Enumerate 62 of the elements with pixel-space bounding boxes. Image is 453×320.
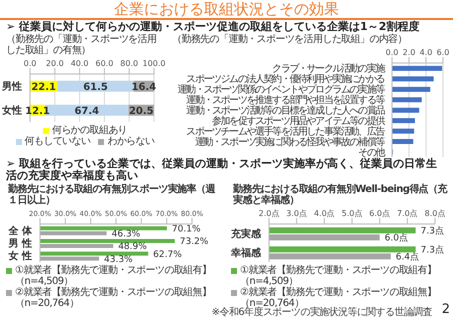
data-label: 7.3点 [420,244,444,256]
x-tick-label: 7.0点 [396,209,418,218]
x-tick-label: 0.0 [386,48,398,57]
data-label: 62.7% [153,250,182,260]
x-tick-label: 5.0点 [342,209,362,218]
x-tick-label: 6.0点 [369,209,390,218]
legend-label: ②就業者【勤務先で運動・スポーツの取組無】（n=20,764） [15,287,212,309]
x-tick-label: 3.0点 [286,209,308,218]
y-tick-label: 充実感 [230,228,262,240]
text: ➢ 従業員に対して何らかの運動・スポーツ促進の取組をしている企業は1～2割程度 [6,20,420,33]
data-label: 48.9% [118,242,148,252]
legend-label: 何らかの取組あり [52,125,128,136]
text: 企業における取組状況とその効果 [0,0,453,20]
y-tick-label: 運動・スポーツ活動等の目標を達成した人への賞品 [186,104,386,116]
text: （勤務先の「運動・スポーツを活用した取組」の内容） [171,34,408,47]
x-tick-label: 2.0点 [258,209,280,218]
y-tick-label: スポーツチームや選手等を活用した事業活動、広告 [186,125,386,138]
y-tick-label: 参加を促すスポーツ用品やアイテム等の提供 [212,114,386,127]
chart-title: 勤務先における取組の有無別スポーツ実施率（週１日以上） [7,184,216,208]
y-tick-label: 女 性 [8,250,32,262]
legend-label: わからない [107,136,154,147]
y-tick-label: その他 [358,146,386,158]
y-tick-label: スポーツジムの法人契約・優待利用や実施にかかる [186,73,384,86]
data-label: 73.2% [180,237,209,248]
x-tick-label: 2.0 [402,48,416,57]
y-tick-label: 女性 [1,104,22,116]
text: ※令和6年度スポーツの実施状況等に関する世論調査 [210,307,432,319]
x-tick-label: 0.0 [24,59,36,68]
data-label: 22.1 [31,82,56,93]
annotation: ➢ 取組を行っている企業では、従業員の運動・スポーツ実施率が高く、従業員の日常生活の充実度や幸福度も高い [6,157,438,182]
data-label: 7.3点 [420,226,444,237]
y-tick-label: 運動・スポーツ実施に関わる怪我や事故の補償等 [194,136,386,148]
x-tick-label: 20.0 [46,59,64,68]
x-tick-label: 100.0 [142,59,166,68]
x-tick-label: 40.0 [70,59,89,68]
data-label: 20.5 [128,106,154,117]
y-tick-label: 幸福感 [230,247,262,259]
y-tick-label: 運動・スポーツ関係のイベントやプログラムの実施等 [178,84,386,96]
chart-title: （勤務先の「運動・スポーツを活用した取組」の有無） [5,34,158,58]
data-label: 43.3% [104,254,134,265]
data-label: 61.5 [83,82,108,93]
y-tick-label: 全 体 [8,224,33,237]
x-tick-label: 4.0点 [314,209,335,218]
legend-label: ①就業者【勤務先で運動・スポーツの取組有】（n=4,509） [15,265,212,287]
x-tick-label: 4.0 [420,48,432,57]
x-tick-label: 60.0 [95,59,114,68]
legend-label: 何もしていない [24,136,90,147]
x-tick-label: 6.0 [436,48,450,57]
y-tick-label: クラブ・サークル活動の実施 [272,62,386,75]
data-label: 6.0点 [384,232,408,244]
data-label: 46.3% [112,229,141,240]
y-tick-label: 運動・スポーツを推進する部門や担当を設置する等 [186,94,386,106]
data-label: 6.4点 [396,252,420,263]
x-tick-label: 80.0 [120,59,138,68]
text: 2 [440,302,450,318]
y-tick-label: 男 性 [8,238,32,250]
data-label: 67.4 [74,106,100,117]
data-label: 70.1% [172,224,201,234]
chart-title: 勤務先における取組の有無別Well-being得点（充実感と幸福感） [232,184,448,208]
legend-label: ①就業者【勤務先で運動・スポーツの取組有】（n=4,509） [240,265,438,287]
y-tick-label: 男性 [1,80,22,92]
x-tick-label: 8.0点 [424,209,446,218]
